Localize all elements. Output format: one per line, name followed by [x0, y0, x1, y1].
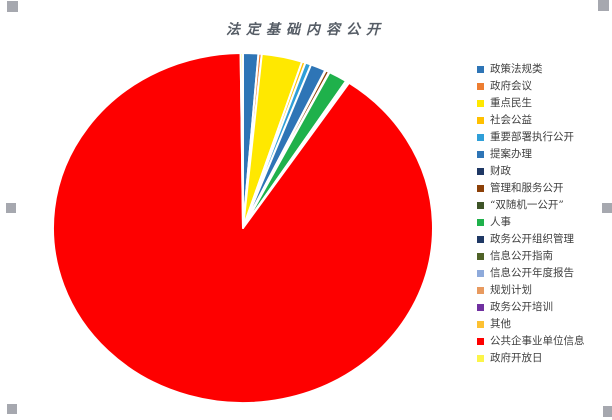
legend-swatch — [477, 168, 484, 175]
legend-swatch — [477, 253, 484, 260]
legend-swatch — [477, 100, 484, 107]
legend-label: 提案办理 — [490, 148, 532, 160]
legend-item[interactable]: 社会公益 — [477, 112, 585, 129]
legend-item[interactable]: 财政 — [477, 163, 585, 180]
legend-item[interactable]: 政务公开培训 — [477, 299, 585, 316]
legend-item[interactable]: 政策法规类 — [477, 61, 585, 78]
legend-item[interactable]: 政府开放日 — [477, 350, 585, 367]
legend-swatch — [477, 338, 484, 345]
legend-swatch — [477, 287, 484, 294]
legend-label: 政府会议 — [490, 80, 532, 92]
legend-item[interactable]: 管理和服务公开 — [477, 180, 585, 197]
legend-swatch — [477, 304, 484, 311]
legend-swatch — [477, 219, 484, 226]
legend-swatch — [477, 66, 484, 73]
legend-item[interactable]: 政务公开组织管理 — [477, 231, 585, 248]
legend-swatch — [477, 202, 484, 209]
legend-label: “双随机一公开” — [490, 199, 564, 211]
legend-swatch — [477, 321, 484, 328]
pie-slice[interactable] — [239, 51, 244, 229]
selection-handle-bottom-left[interactable] — [7, 404, 17, 414]
legend-item[interactable]: 规划计划 — [477, 282, 585, 299]
legend-label: 信息公开年度报告 — [490, 267, 574, 279]
legend-item[interactable]: 公共企事业单位信息 — [477, 333, 585, 350]
legend-item[interactable]: 人事 — [477, 214, 585, 231]
legend-label: 政务公开组织管理 — [490, 233, 574, 245]
legend-item[interactable]: 重点民生 — [477, 95, 585, 112]
legend-swatch — [477, 236, 484, 243]
legend-swatch — [477, 355, 484, 362]
selection-handle-top-right[interactable] — [598, 0, 609, 11]
legend-swatch — [477, 83, 484, 90]
legend-item[interactable]: 提案办理 — [477, 146, 585, 163]
legend-label: 管理和服务公开 — [490, 182, 564, 194]
legend-swatch — [477, 270, 484, 277]
selection-handle-bottom-right[interactable] — [603, 406, 612, 417]
legend-label: 政策法规类 — [490, 63, 543, 75]
legend-item[interactable]: 政府会议 — [477, 78, 585, 95]
legend-swatch — [477, 151, 484, 158]
selection-handle-middle-right[interactable] — [602, 203, 612, 213]
legend-swatch — [477, 117, 484, 124]
legend-item[interactable]: 其他 — [477, 316, 585, 333]
legend: 政策法规类 政府会议 重点民生 社会公益 重要部署执行公开 提案办理 财政 — [477, 61, 585, 367]
legend-label: 其他 — [490, 318, 511, 330]
legend-label: 信息公开指南 — [490, 250, 553, 262]
legend-item[interactable]: 重要部署执行公开 — [477, 129, 585, 146]
selection-handle-middle-left[interactable] — [6, 203, 16, 213]
legend-item[interactable]: “双随机一公开” — [477, 197, 585, 214]
selection-handle-top-left[interactable] — [7, 1, 18, 12]
legend-label: 公共企事业单位信息 — [490, 335, 585, 347]
legend-label: 规划计划 — [490, 284, 532, 296]
legend-item[interactable]: 信息公开指南 — [477, 248, 585, 265]
legend-label: 财政 — [490, 165, 511, 177]
legend-label: 重点民生 — [490, 97, 532, 109]
legend-item[interactable]: 信息公开年度报告 — [477, 265, 585, 282]
chart-title: 法定基础内容公开 — [226, 22, 386, 38]
legend-label: 政务公开培训 — [490, 301, 553, 313]
legend-swatch — [477, 134, 484, 141]
legend-label: 人事 — [490, 216, 511, 228]
legend-label: 政府开放日 — [490, 352, 543, 364]
legend-label: 社会公益 — [490, 114, 532, 126]
legend-label: 重要部署执行公开 — [490, 131, 574, 143]
legend-swatch — [477, 185, 484, 192]
